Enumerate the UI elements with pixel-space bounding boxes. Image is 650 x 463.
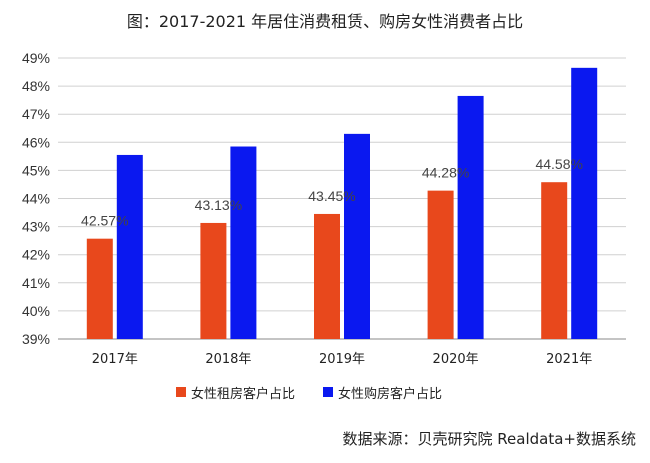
y-tick-label: 45%	[22, 162, 50, 178]
y-tick-label: 40%	[22, 303, 50, 319]
x-tick-label: 2020年	[433, 352, 479, 367]
purchase-bar	[116, 154, 143, 339]
rent-bar	[200, 222, 227, 339]
data-label: 43.45%	[308, 188, 355, 204]
x-tick-label: 2021年	[546, 352, 592, 367]
purchase-bar	[344, 133, 370, 339]
rent-bar	[314, 213, 340, 339]
data-label: 43.13%	[195, 197, 242, 213]
y-tick-label: 46%	[22, 134, 50, 150]
data-label: 44.58%	[535, 156, 582, 172]
rent-bar	[86, 238, 113, 339]
legend-label: 女性购房客户占比	[338, 386, 442, 402]
purchase-bar	[230, 146, 257, 339]
data-source-note: 数据来源：贝壳研究院 Realdata+数据系统	[342, 430, 636, 448]
y-tick-label: 44%	[22, 191, 50, 207]
grid-lines	[58, 57, 626, 340]
chart-title: 图：2017-2021 年居住消费租赁、购房女性消费者占比	[126, 12, 524, 31]
legend: 女性租房客户占比 女性购房客户占比	[176, 386, 442, 402]
bars	[86, 67, 598, 340]
y-tick-label: 48%	[22, 78, 50, 94]
data-label: 42.57%	[81, 213, 128, 229]
y-tick-label: 39%	[22, 331, 50, 347]
x-tick-label: 2018年	[205, 352, 251, 367]
y-tick-label: 47%	[22, 106, 50, 122]
y-axis-ticks: 39% 40% 41% 42% 43% 44% 45% 46% 47% 48% 49%	[22, 50, 50, 347]
legend-swatch-rent	[176, 387, 186, 397]
data-labels: 42.57% 43.13% 43.45% 44.28% 44.58%	[81, 156, 583, 228]
y-tick-label: 43%	[22, 219, 50, 235]
y-tick-label: 42%	[22, 247, 50, 263]
purchase-bar	[571, 67, 598, 340]
rent-bar	[541, 182, 568, 339]
y-tick-label: 49%	[22, 50, 50, 66]
legend-swatch-purchase	[323, 387, 333, 397]
legend-label: 女性租房客户占比	[191, 386, 295, 402]
x-tick-label: 2017年	[92, 352, 138, 367]
x-tick-label: 2019年	[319, 352, 365, 367]
x-axis-ticks: 2017年 2018年 2019年 2020年 2021年	[92, 352, 592, 367]
y-tick-label: 41%	[22, 275, 50, 291]
data-label: 44.28%	[422, 165, 469, 181]
rent-bar	[427, 190, 454, 339]
purchase-bar	[457, 95, 484, 339]
